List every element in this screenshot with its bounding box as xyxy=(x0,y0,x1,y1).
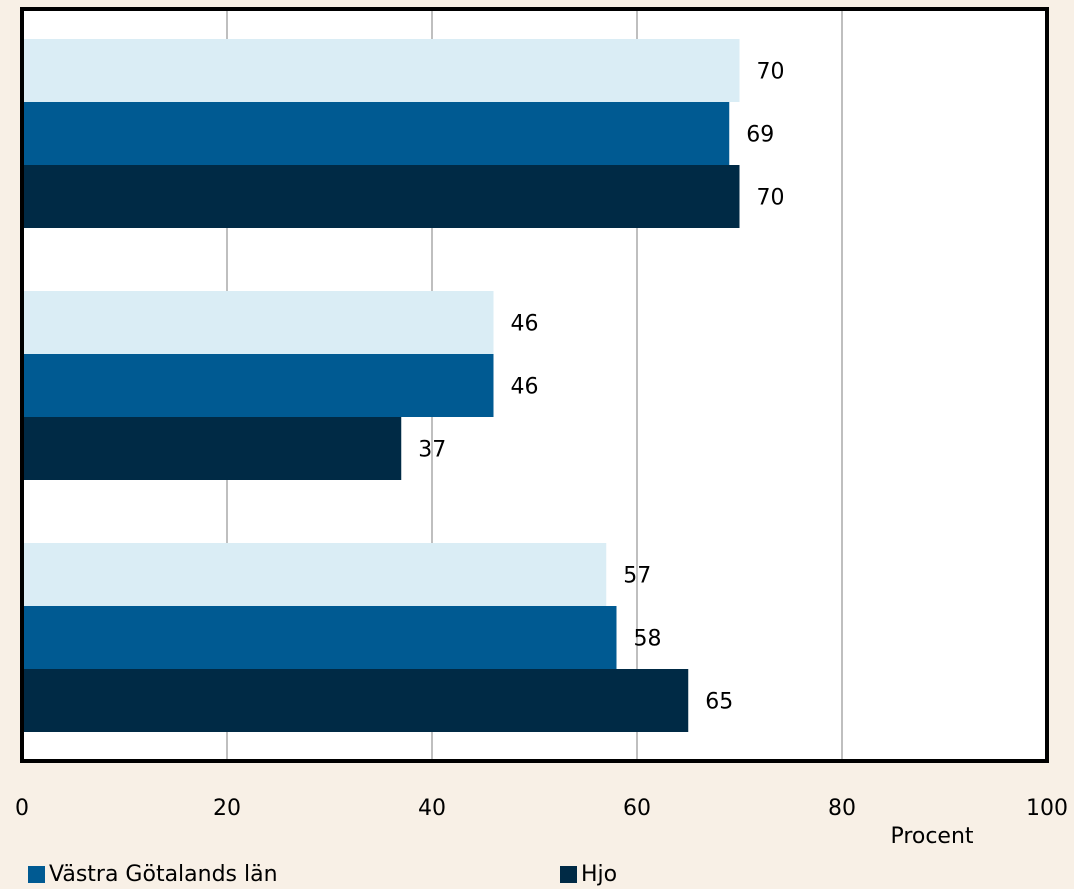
bar xyxy=(22,291,494,354)
bar xyxy=(22,543,607,606)
bar-value-label: 65 xyxy=(705,690,733,715)
x-tick-label: 20 xyxy=(213,796,241,821)
bar xyxy=(22,102,730,165)
legend-swatch xyxy=(28,866,45,883)
bar xyxy=(22,417,402,480)
bar xyxy=(22,165,740,228)
bar-value-label: 69 xyxy=(746,123,774,148)
x-tick-label: 0 xyxy=(15,796,29,821)
x-tick-labels: 0 20 40 60 80 100 xyxy=(15,796,1068,821)
x-tick-label: 80 xyxy=(828,796,856,821)
legend-item-vastra-gotalands-lan: Västra Götalands län xyxy=(28,862,278,887)
data-labels: 70 46 57 69 46 58 70 37 65 xyxy=(418,60,784,715)
bar xyxy=(22,354,494,417)
bar xyxy=(22,39,740,102)
bars xyxy=(22,39,740,732)
bar-value-label: 46 xyxy=(511,375,539,400)
bar xyxy=(22,606,617,669)
x-tick-label: 100 xyxy=(1026,796,1068,821)
plot-frame xyxy=(20,7,1049,763)
bar-value-label: 70 xyxy=(757,186,785,211)
bar-value-label: 57 xyxy=(623,564,651,589)
bar-value-label: 58 xyxy=(634,627,662,652)
legend-item-hjo: Hjo xyxy=(560,862,617,887)
bar-value-label: 37 xyxy=(418,438,446,463)
x-tick-label: 60 xyxy=(623,796,651,821)
legend: Västra Götalands län Hjo xyxy=(28,862,1068,889)
legend-label: Västra Götalands län xyxy=(49,862,278,887)
bar-value-label: 70 xyxy=(757,60,785,85)
x-axis-label: Procent xyxy=(890,824,973,849)
legend-label: Hjo xyxy=(581,862,618,887)
x-tick-label: 40 xyxy=(418,796,446,821)
legend-swatch xyxy=(560,866,577,883)
bar xyxy=(22,669,689,732)
bar-value-label: 46 xyxy=(511,312,539,337)
